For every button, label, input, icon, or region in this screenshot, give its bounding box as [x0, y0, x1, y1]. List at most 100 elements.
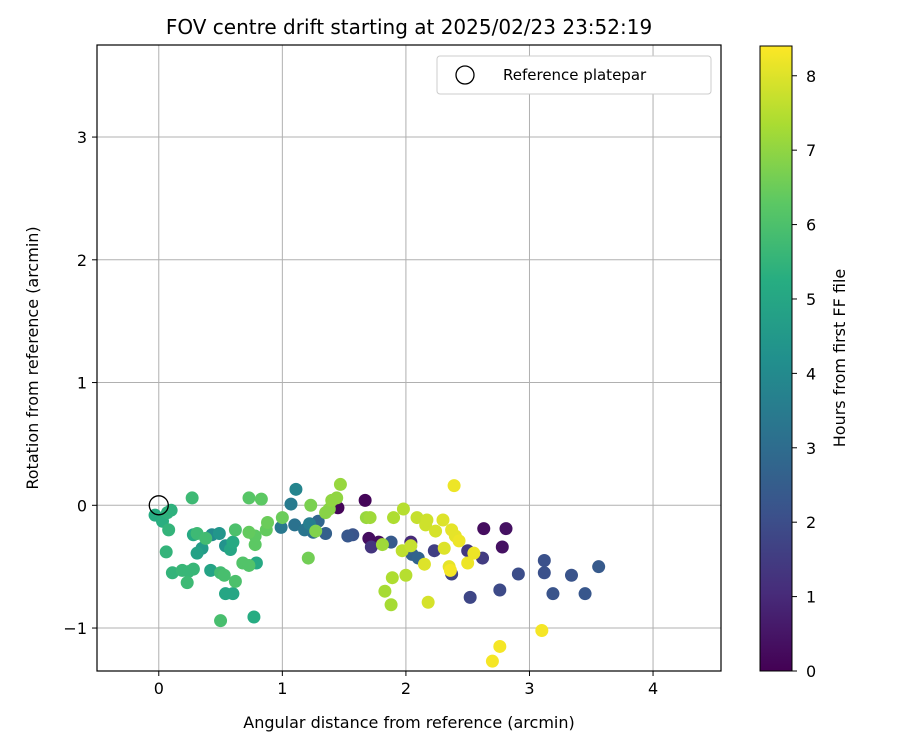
colorbar-tick-label: 4	[806, 364, 816, 383]
data-point	[537, 554, 551, 568]
data-point	[341, 529, 355, 543]
x-tick-label: 2	[401, 679, 411, 698]
colorbar-tick-label: 3	[806, 439, 816, 458]
data-point	[467, 546, 481, 560]
data-point	[228, 574, 242, 588]
data-point	[485, 654, 499, 668]
colorbar-tick-label: 0	[806, 662, 816, 681]
data-point	[452, 534, 466, 548]
colorbar-tick-label: 6	[806, 216, 816, 235]
data-point	[511, 567, 525, 581]
data-point	[190, 546, 204, 560]
data-point	[228, 523, 242, 537]
x-tick-label: 3	[524, 679, 534, 698]
y-tick-label: 1	[77, 374, 87, 393]
y-tick-label: 0	[77, 496, 87, 515]
data-point	[546, 587, 560, 601]
data-point	[162, 523, 176, 537]
x-axis-label: Angular distance from reference (arcmin)	[243, 713, 574, 732]
data-point	[309, 524, 323, 538]
reference-marker	[148, 495, 169, 516]
data-point	[358, 493, 372, 507]
colorbar-tick-label: 5	[806, 290, 816, 309]
x-tick-label: 4	[648, 679, 658, 698]
data-points	[148, 477, 606, 668]
data-point	[396, 502, 410, 516]
data-point	[284, 497, 298, 511]
data-point	[248, 538, 262, 552]
chart-title: FOV centre drift starting at 2025/02/23 …	[166, 15, 652, 39]
y-axis-label: Rotation from reference (arcmin)	[23, 226, 42, 489]
data-point	[204, 563, 218, 577]
data-point	[289, 482, 303, 496]
data-point	[363, 511, 377, 525]
grid-lines	[97, 45, 721, 671]
data-point	[384, 598, 398, 612]
colorbar-tick-label: 7	[806, 141, 816, 160]
data-point	[242, 558, 256, 572]
legend-marker-icon	[455, 65, 475, 85]
legend-entry-label: Reference platepar	[503, 66, 647, 84]
x-tick-label: 1	[277, 679, 287, 698]
data-point	[493, 639, 507, 653]
data-point	[375, 538, 389, 552]
data-point	[385, 571, 399, 585]
data-point	[212, 527, 226, 541]
data-point	[537, 566, 551, 580]
data-point	[199, 531, 213, 545]
data-point	[159, 545, 173, 559]
data-point	[461, 556, 475, 570]
data-point	[226, 587, 240, 601]
data-point	[436, 513, 450, 527]
data-point	[288, 518, 302, 532]
data-point	[254, 492, 268, 506]
data-point	[429, 524, 443, 538]
data-point	[592, 560, 606, 574]
data-point	[427, 544, 441, 558]
data-point	[242, 491, 256, 505]
data-point	[333, 477, 347, 491]
data-point	[226, 535, 240, 549]
data-point	[477, 522, 491, 536]
data-point	[499, 522, 513, 536]
data-point	[378, 584, 392, 598]
colorbar-tick-label: 1	[806, 588, 816, 607]
colorbar-tick-label: 2	[806, 513, 816, 532]
data-point	[304, 498, 318, 512]
data-point	[410, 511, 424, 525]
data-point	[180, 576, 194, 590]
y-tick-label: 2	[77, 251, 87, 270]
data-point	[364, 540, 378, 554]
x-axis-ticks: 0 1 2 3 4	[154, 671, 658, 698]
legend: Reference platepar	[436, 55, 712, 95]
data-point	[495, 540, 509, 554]
data-point	[564, 568, 578, 582]
plot-frame	[96, 44, 722, 672]
data-point	[421, 595, 435, 609]
data-point	[437, 541, 451, 555]
data-point	[185, 491, 199, 505]
data-point	[275, 511, 289, 525]
colorbar-gradient	[759, 45, 793, 672]
data-point	[535, 623, 549, 637]
data-point	[274, 520, 288, 534]
data-point	[330, 491, 344, 505]
data-point	[420, 513, 434, 527]
data-point	[261, 515, 275, 529]
legend-box	[436, 55, 712, 95]
data-point	[214, 614, 228, 628]
data-point	[387, 511, 401, 525]
x-tick-label: 0	[154, 679, 164, 698]
colorbar-ticks: 0 1 2 3 4 5 6 7 8	[792, 67, 816, 681]
y-axis-ticks: −1 0 1 2 3	[63, 128, 97, 638]
data-point	[578, 587, 592, 601]
data-point	[404, 539, 418, 553]
reference-platepar-marker	[148, 495, 169, 516]
data-point	[447, 479, 461, 493]
data-point	[319, 527, 333, 541]
data-point	[242, 525, 256, 539]
data-point	[463, 590, 477, 604]
data-point	[493, 583, 507, 597]
colorbar-tick-label: 8	[806, 67, 816, 86]
